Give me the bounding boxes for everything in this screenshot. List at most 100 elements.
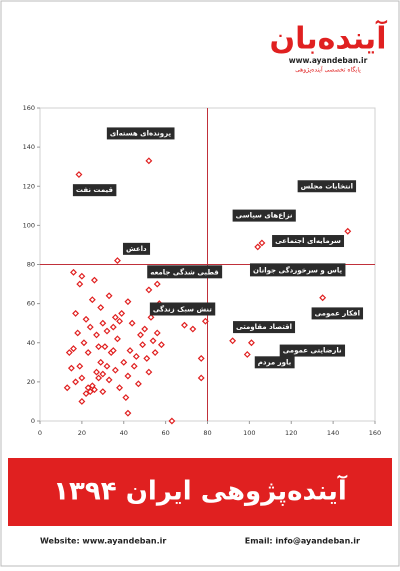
annotation-box bbox=[149, 302, 216, 316]
point bbox=[84, 349, 92, 356]
point bbox=[197, 374, 205, 382]
website: Website: www.ayandeban.ir bbox=[40, 537, 166, 546]
x-tick-label: 120 bbox=[285, 429, 297, 437]
annotation-box bbox=[297, 180, 357, 193]
scatter-chart: 0 20 40 60 80 100 120 140 160 0 20 40 60 80 100 120 140 1… bbox=[23, 104, 382, 437]
logo-url: www.ayandeban.ir bbox=[289, 56, 368, 65]
point bbox=[105, 376, 113, 384]
point bbox=[344, 227, 352, 235]
annotation: انتخابات مجلس bbox=[301, 182, 353, 190]
x-tick-label: 20 bbox=[78, 429, 86, 437]
point bbox=[90, 386, 98, 394]
annotation-box bbox=[106, 127, 175, 140]
point bbox=[95, 343, 103, 351]
point bbox=[95, 374, 103, 382]
annotation-box bbox=[254, 356, 295, 369]
point bbox=[201, 317, 209, 325]
annotation: اقتصاد مقاومتی bbox=[236, 323, 292, 331]
point bbox=[88, 296, 96, 304]
point bbox=[139, 341, 147, 349]
x-tick-label: 140 bbox=[327, 429, 339, 437]
point bbox=[70, 268, 77, 276]
point bbox=[145, 286, 153, 294]
point bbox=[99, 319, 107, 327]
point bbox=[137, 331, 144, 339]
y-tick-label: 80 bbox=[27, 261, 35, 269]
point bbox=[116, 384, 124, 392]
point bbox=[114, 257, 121, 265]
banner-title: آینده‌پژوهی ایران ۱۳۹۴ bbox=[53, 475, 348, 507]
annotation: نارضایتی عمومی bbox=[283, 347, 342, 355]
point bbox=[126, 347, 134, 355]
y-tick-label: 100 bbox=[23, 221, 35, 229]
point bbox=[99, 388, 107, 396]
x-tick-label: 0 bbox=[38, 429, 42, 437]
point bbox=[93, 331, 100, 339]
annotation: باور مردم bbox=[258, 358, 292, 366]
point bbox=[114, 335, 121, 343]
point bbox=[78, 272, 86, 280]
annotation: قطبی شدگی جامعه bbox=[150, 267, 219, 276]
point bbox=[86, 323, 94, 331]
x-tick-label: 60 bbox=[161, 429, 169, 437]
point bbox=[147, 313, 155, 321]
point bbox=[97, 304, 105, 311]
annotation: قیمت نفت bbox=[76, 186, 113, 194]
point bbox=[120, 358, 128, 366]
annotation-box bbox=[249, 263, 346, 277]
point bbox=[99, 370, 107, 378]
logo: آینده‌بان bbox=[270, 20, 388, 57]
point bbox=[103, 327, 111, 335]
point bbox=[132, 352, 140, 360]
point bbox=[130, 362, 138, 370]
point bbox=[189, 325, 197, 333]
point bbox=[151, 349, 159, 356]
annotation-box bbox=[233, 321, 296, 334]
point bbox=[82, 315, 90, 323]
point bbox=[109, 323, 117, 331]
point bbox=[76, 362, 84, 370]
point bbox=[78, 397, 86, 405]
email: Email: info@ayandeban.ir bbox=[245, 537, 360, 546]
point bbox=[65, 349, 73, 356]
point bbox=[181, 321, 188, 329]
point bbox=[82, 390, 90, 398]
point bbox=[141, 325, 149, 333]
point bbox=[128, 319, 136, 327]
point bbox=[97, 358, 105, 366]
annotation: تنش سبک زندگی bbox=[153, 304, 212, 313]
x-tick-label: 40 bbox=[120, 429, 128, 437]
y-tick-label: 140 bbox=[23, 143, 35, 151]
point bbox=[197, 354, 205, 362]
point bbox=[72, 378, 80, 386]
point bbox=[90, 276, 98, 284]
point bbox=[124, 298, 132, 306]
annotation: افکار عمومی bbox=[315, 309, 360, 317]
point bbox=[157, 341, 165, 349]
annotation: یاس و سرخوردگی جوانان bbox=[253, 265, 342, 274]
point bbox=[101, 343, 109, 351]
banner bbox=[8, 458, 392, 526]
point bbox=[145, 368, 153, 376]
annotation-box bbox=[232, 209, 296, 222]
point bbox=[80, 339, 88, 347]
point bbox=[153, 280, 161, 288]
point bbox=[143, 354, 151, 362]
annotation-box bbox=[122, 242, 151, 255]
annotation-box bbox=[272, 235, 345, 248]
y-tick-label: 20 bbox=[27, 378, 35, 386]
point bbox=[254, 243, 262, 251]
annotation-box bbox=[279, 344, 346, 357]
point bbox=[72, 309, 80, 317]
point bbox=[153, 329, 161, 337]
point bbox=[111, 366, 119, 374]
x-tick-label: 160 bbox=[369, 429, 381, 437]
point bbox=[122, 394, 130, 401]
annotation: داعش bbox=[126, 245, 147, 253]
point bbox=[63, 384, 71, 392]
annotation-box bbox=[311, 307, 364, 320]
point bbox=[75, 171, 83, 178]
point bbox=[105, 292, 113, 300]
